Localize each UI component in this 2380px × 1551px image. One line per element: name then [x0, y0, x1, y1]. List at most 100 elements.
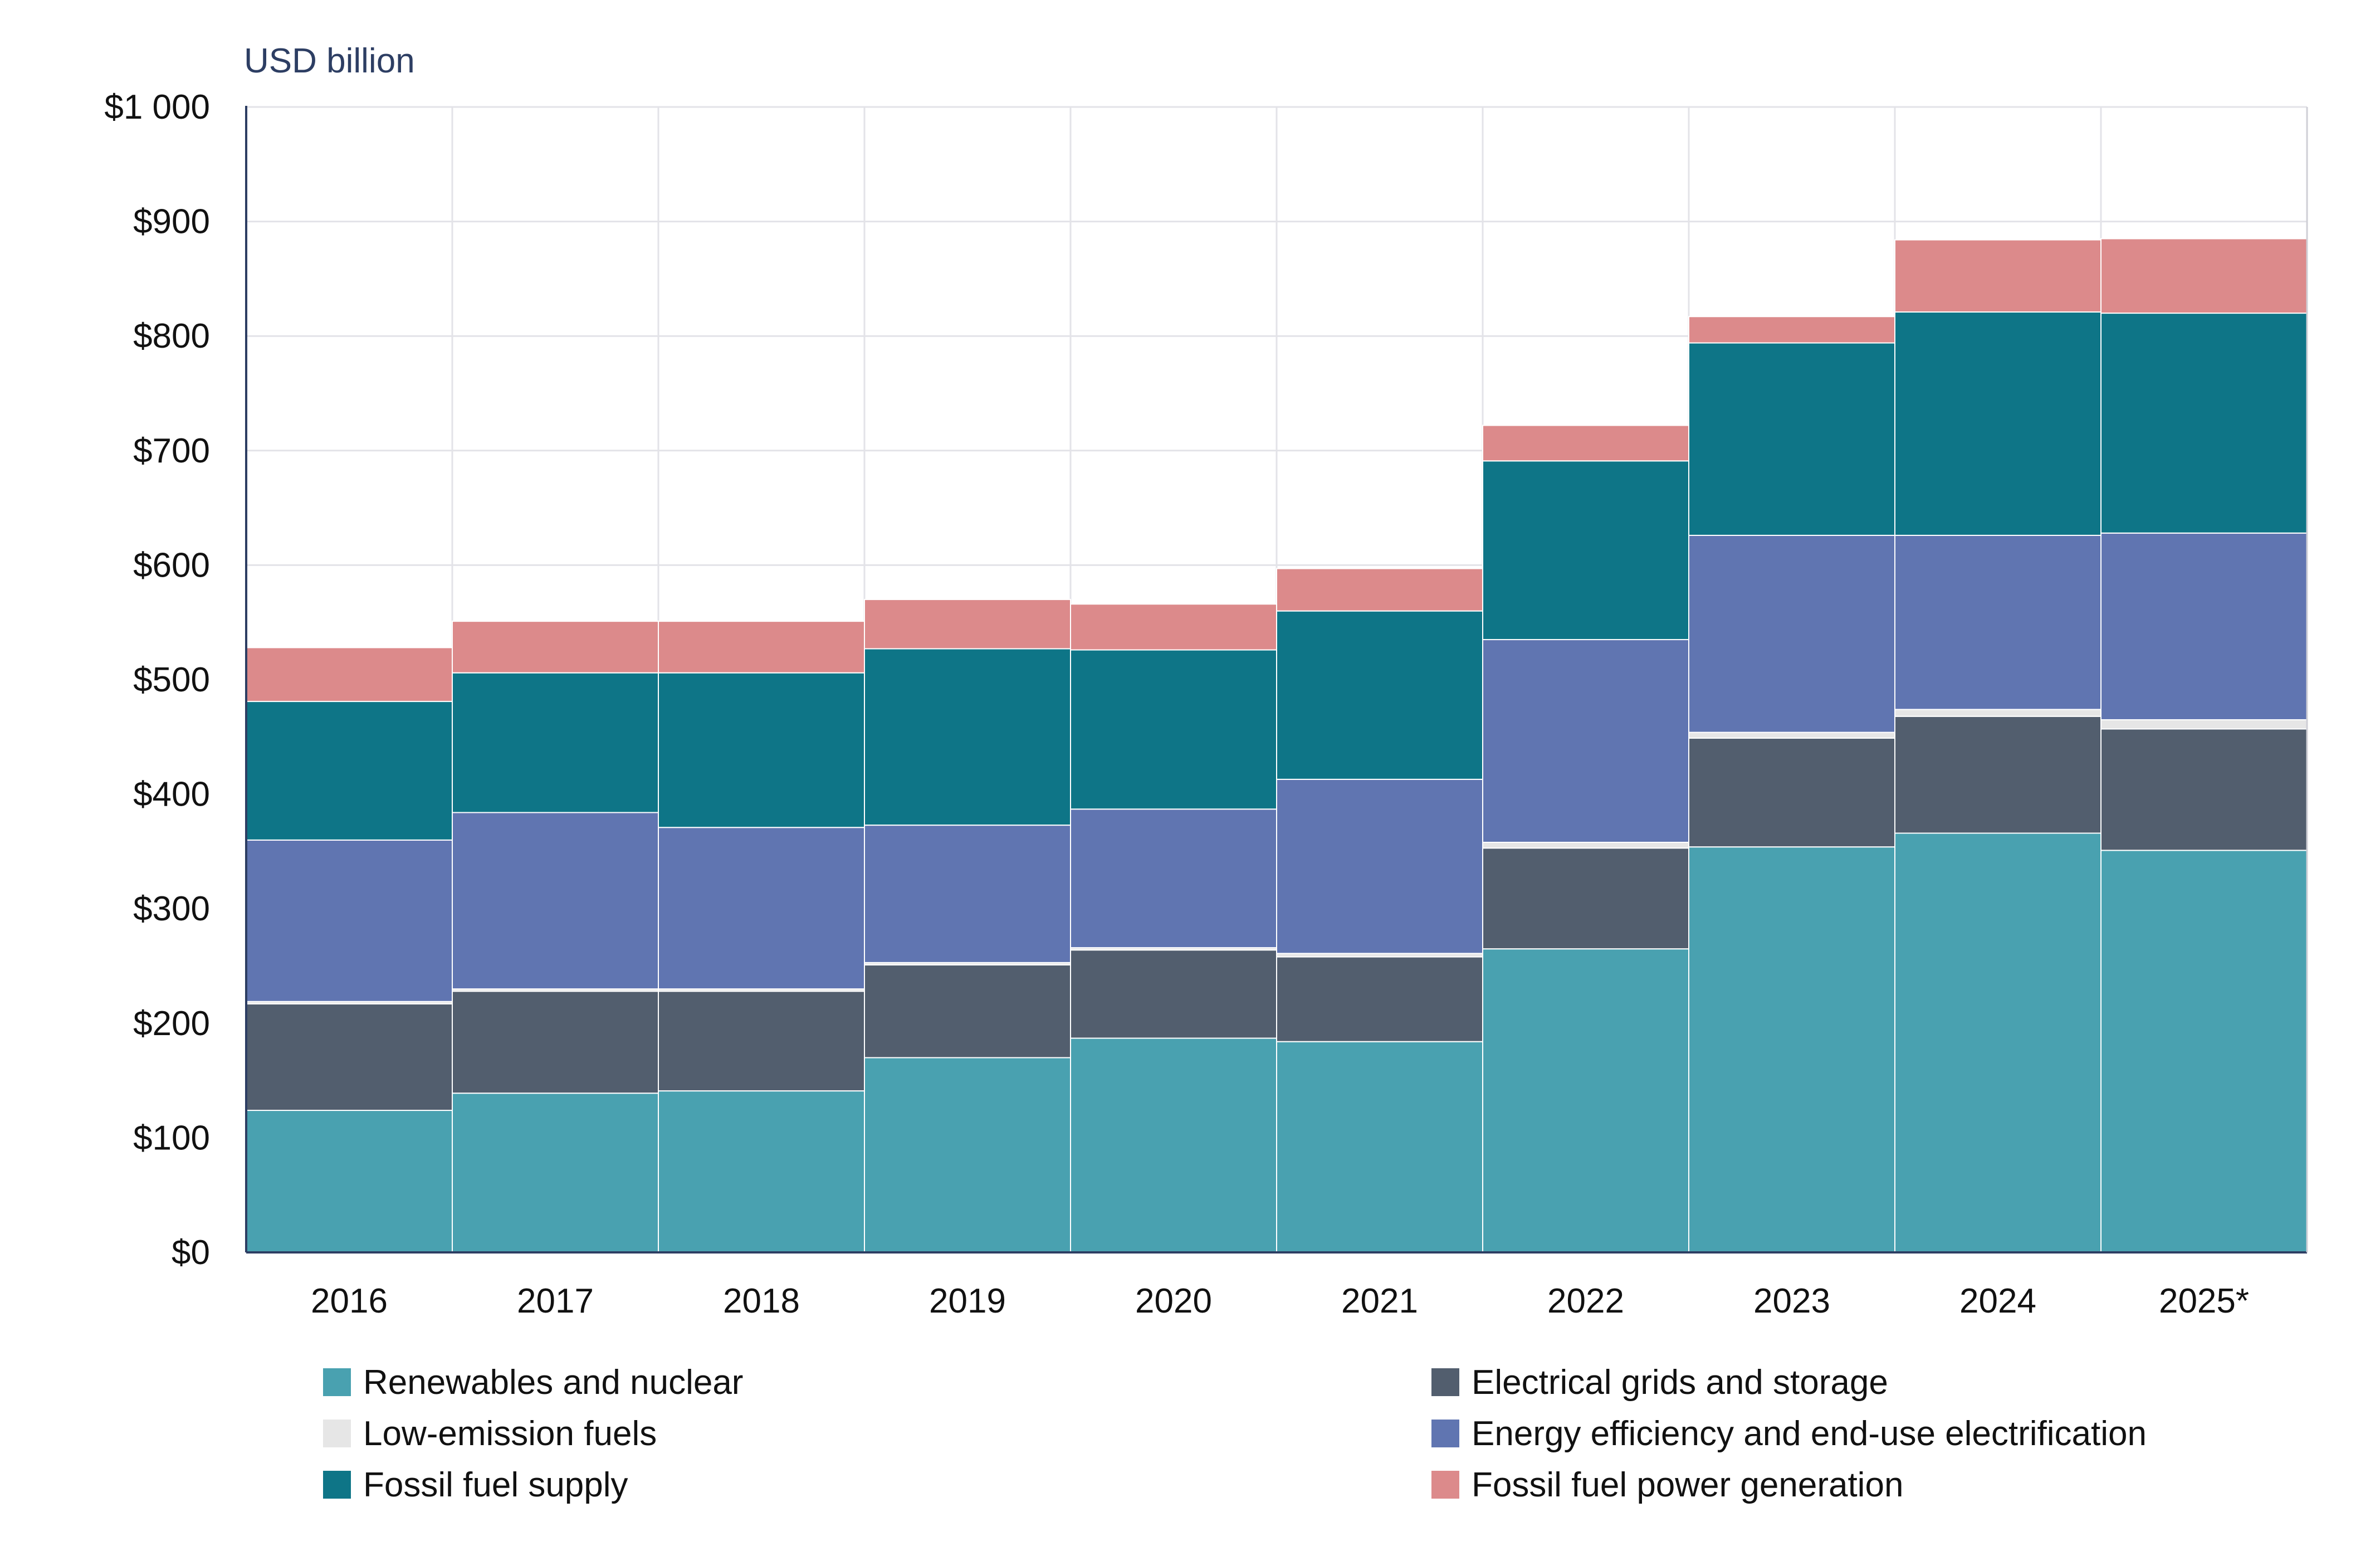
- legend-item-fossil-fuel-power-generation: Fossil fuel power generation: [1431, 1462, 2273, 1508]
- y-tick-label: $900: [133, 203, 210, 241]
- bar-electrical-grids-and-storage-2022: [1482, 847, 1689, 950]
- bar-fossil-fuel-power-generation-2019: [864, 599, 1071, 650]
- bar-energy-efficiency-and-end-use-electrification-2023: [1688, 534, 1895, 733]
- legend-swatch: [323, 1471, 351, 1499]
- y-tick-label: $500: [133, 661, 210, 699]
- bar-renewables-and-nuclear-2020: [1070, 1037, 1277, 1253]
- bar-renewables-and-nuclear-2016: [246, 1110, 453, 1254]
- axes: [245, 106, 2308, 1254]
- bar-fossil-fuel-supply-2017: [452, 672, 659, 813]
- bar-renewables-and-nuclear-2018: [658, 1090, 865, 1253]
- bar-electrical-grids-and-storage-2023: [1688, 737, 1895, 848]
- bar-low-emission-fuels-2025: [2100, 719, 2308, 730]
- x-tick-label: 2021: [1341, 1282, 1418, 1320]
- x-tick-label: 2024: [1959, 1282, 2036, 1320]
- y-tick-label: $700: [133, 432, 210, 470]
- y-tick-label: $0: [172, 1233, 210, 1272]
- legend-item-fossil-fuel-supply: Fossil fuel supply: [323, 1462, 1431, 1508]
- bar-electrical-grids-and-storage-2018: [658, 991, 865, 1092]
- bar-fossil-fuel-supply-2018: [658, 672, 865, 828]
- bar-energy-efficiency-and-end-use-electrification-2017: [452, 812, 659, 990]
- y-tick-label: $600: [133, 546, 210, 584]
- bar-fossil-fuel-power-generation-2022: [1482, 425, 1689, 462]
- bar-electrical-grids-and-storage-2020: [1070, 949, 1277, 1039]
- x-tick-label: 2023: [1753, 1282, 1830, 1320]
- legend-label: Energy efficiency and end-use electrific…: [1472, 1414, 2147, 1453]
- bar-renewables-and-nuclear-2025: [2100, 850, 2308, 1253]
- legend-swatch: [323, 1420, 351, 1447]
- legend-swatch: [1431, 1368, 1459, 1396]
- y-tick-label: $1 000: [104, 88, 210, 126]
- bar-fossil-fuel-supply-2020: [1070, 649, 1277, 810]
- bar-renewables-and-nuclear-2024: [1894, 832, 2102, 1253]
- legend-label: Renewables and nuclear: [363, 1363, 744, 1402]
- bar-energy-efficiency-and-end-use-electrification-2025: [2100, 532, 2308, 720]
- bar-electrical-grids-and-storage-2016: [246, 1003, 453, 1111]
- y-unit-label: USD billion: [244, 42, 415, 80]
- y-tick-label: $300: [133, 890, 210, 928]
- bar-fossil-fuel-supply-2021: [1276, 610, 1483, 780]
- x-tick-label: 2016: [311, 1282, 388, 1320]
- x-tick-label: 2017: [517, 1282, 594, 1320]
- legend-swatch: [1431, 1420, 1459, 1447]
- bar-renewables-and-nuclear-2017: [452, 1092, 659, 1253]
- bar-fossil-fuel-supply-2023: [1688, 342, 1895, 536]
- legend-label: Fossil fuel supply: [363, 1465, 628, 1504]
- y-tick-labels: $0 $100 $200 $300 $400 $500 $600 $700 $800 $900 $1…: [104, 88, 210, 1272]
- legend-label: Electrical grids and storage: [1472, 1363, 1888, 1402]
- bar-fossil-fuel-power-generation-2021: [1276, 568, 1483, 612]
- bar-electrical-grids-and-storage-2021: [1276, 956, 1483, 1042]
- bar-energy-efficiency-and-end-use-electrification-2016: [246, 839, 453, 1002]
- y-tick-label: $100: [133, 1119, 210, 1157]
- x-tick-label: 2022: [1547, 1282, 1624, 1320]
- bar-energy-efficiency-and-end-use-electrification-2021: [1276, 778, 1483, 954]
- bar-fossil-fuel-power-generation-2023: [1688, 316, 1895, 344]
- bar-fossil-fuel-supply-2019: [864, 648, 1071, 826]
- bar-electrical-grids-and-storage-2019: [864, 964, 1071, 1059]
- legend-swatch: [323, 1368, 351, 1396]
- bar-low-emission-fuels-2023: [1688, 731, 1895, 739]
- bar-fossil-fuel-power-generation-2017: [452, 621, 659, 674]
- legend-label: Low-emission fuels: [363, 1414, 657, 1453]
- bar-energy-efficiency-and-end-use-electrification-2020: [1070, 808, 1277, 949]
- bar-electrical-grids-and-storage-2017: [452, 991, 659, 1094]
- legend-item-renewables-and-nuclear: Renewables and nuclear: [323, 1359, 1431, 1405]
- bar-fossil-fuel-supply-2025: [2100, 313, 2308, 534]
- bar-renewables-and-nuclear-2022: [1482, 948, 1689, 1254]
- bar-fossil-fuel-supply-2016: [246, 701, 453, 841]
- y-tick-label: $800: [133, 317, 210, 355]
- legend-item-low-emission-fuels: Low-emission fuels: [323, 1411, 1431, 1456]
- bar-fossil-fuel-power-generation-2018: [658, 621, 865, 674]
- bar-energy-efficiency-and-end-use-electrification-2018: [658, 827, 865, 990]
- bar-electrical-grids-and-storage-2025: [2100, 728, 2308, 851]
- bar-renewables-and-nuclear-2019: [864, 1057, 1071, 1253]
- x-tick-label: 2019: [929, 1282, 1006, 1320]
- x-tick-label: 2025*: [2159, 1282, 2249, 1320]
- bar-energy-efficiency-and-end-use-electrification-2024: [1894, 534, 2102, 710]
- bar-renewables-and-nuclear-2021: [1276, 1041, 1483, 1254]
- bar-fossil-fuel-power-generation-2020: [1070, 603, 1277, 651]
- y-tick-label: $400: [133, 776, 210, 814]
- y-tick-label: $200: [133, 1004, 210, 1043]
- x-tick-labels: 2016 2017 2018 2019 2020 2021 2022 2023 2024 2025…: [311, 1282, 2249, 1320]
- legend-item-electrical-grids-and-storage: Electrical grids and storage: [1431, 1359, 2273, 1405]
- stacked-bars: [246, 238, 2308, 1254]
- x-tick-label: 2018: [723, 1282, 800, 1320]
- bar-electrical-grids-and-storage-2024: [1894, 715, 2102, 834]
- bar-renewables-and-nuclear-2023: [1688, 846, 1895, 1253]
- bar-fossil-fuel-supply-2024: [1894, 311, 2102, 536]
- legend: Renewables and nuclear Electrical grids a…: [323, 1359, 2273, 1508]
- legend-label: Fossil fuel power generation: [1472, 1465, 1904, 1504]
- bar-fossil-fuel-supply-2022: [1482, 460, 1689, 641]
- bar-energy-efficiency-and-end-use-electrification-2019: [864, 825, 1071, 963]
- bar-energy-efficiency-and-end-use-electrification-2022: [1482, 639, 1689, 843]
- bar-low-emission-fuels-2022: [1482, 841, 1689, 849]
- x-tick-label: 2020: [1135, 1282, 1212, 1320]
- bar-fossil-fuel-power-generation-2016: [246, 647, 453, 703]
- bar-fossil-fuel-power-generation-2025: [2100, 238, 2308, 314]
- bar-fossil-fuel-power-generation-2024: [1894, 239, 2102, 313]
- legend-item-energy-efficiency-and-end-use-electrification: Energy efficiency and end-use electrific…: [1431, 1411, 2273, 1456]
- bar-low-emission-fuels-2024: [1894, 709, 2102, 717]
- legend-swatch: [1431, 1471, 1459, 1499]
